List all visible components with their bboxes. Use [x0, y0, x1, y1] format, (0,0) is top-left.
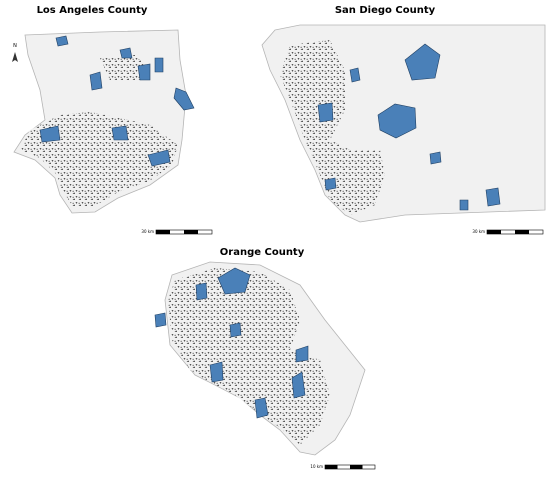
park — [295, 345, 309, 363]
oc-map: Orange County 10 km — [154, 247, 376, 470]
scale-label: 30 km — [472, 229, 485, 234]
park — [111, 125, 129, 141]
urban-area — [280, 40, 385, 215]
park — [217, 267, 251, 295]
urban-area — [168, 268, 330, 445]
park — [429, 151, 442, 165]
park — [137, 63, 151, 81]
park — [459, 199, 469, 211]
sd-map: San Diego County 30 km — [261, 5, 546, 235]
park — [173, 87, 195, 111]
park — [195, 282, 208, 301]
park — [254, 397, 269, 419]
map-title: Orange County — [220, 247, 305, 258]
park — [154, 57, 164, 73]
park — [324, 177, 337, 191]
scale-bar — [324, 464, 376, 470]
map-title: San Diego County — [335, 5, 436, 16]
scale-label: 10 km — [310, 464, 323, 469]
park — [229, 322, 242, 338]
north-label: N — [13, 43, 17, 49]
scale-label: 30 km — [141, 229, 154, 234]
scale-bar — [486, 229, 544, 235]
scale-bar — [155, 229, 213, 235]
park — [147, 149, 171, 167]
park — [485, 187, 501, 207]
park — [317, 102, 334, 123]
park — [55, 35, 69, 47]
park — [209, 361, 224, 383]
park — [349, 67, 361, 83]
park — [89, 71, 103, 91]
north-arrow — [12, 52, 18, 62]
park — [404, 43, 441, 81]
park — [154, 312, 167, 328]
la-map: Los Angeles County N 30 km — [12, 5, 213, 235]
park — [119, 47, 133, 59]
park — [39, 125, 61, 143]
park — [377, 103, 417, 139]
park — [291, 371, 306, 399]
urban-area — [100, 55, 150, 82]
map-title: Los Angeles County — [37, 5, 148, 16]
